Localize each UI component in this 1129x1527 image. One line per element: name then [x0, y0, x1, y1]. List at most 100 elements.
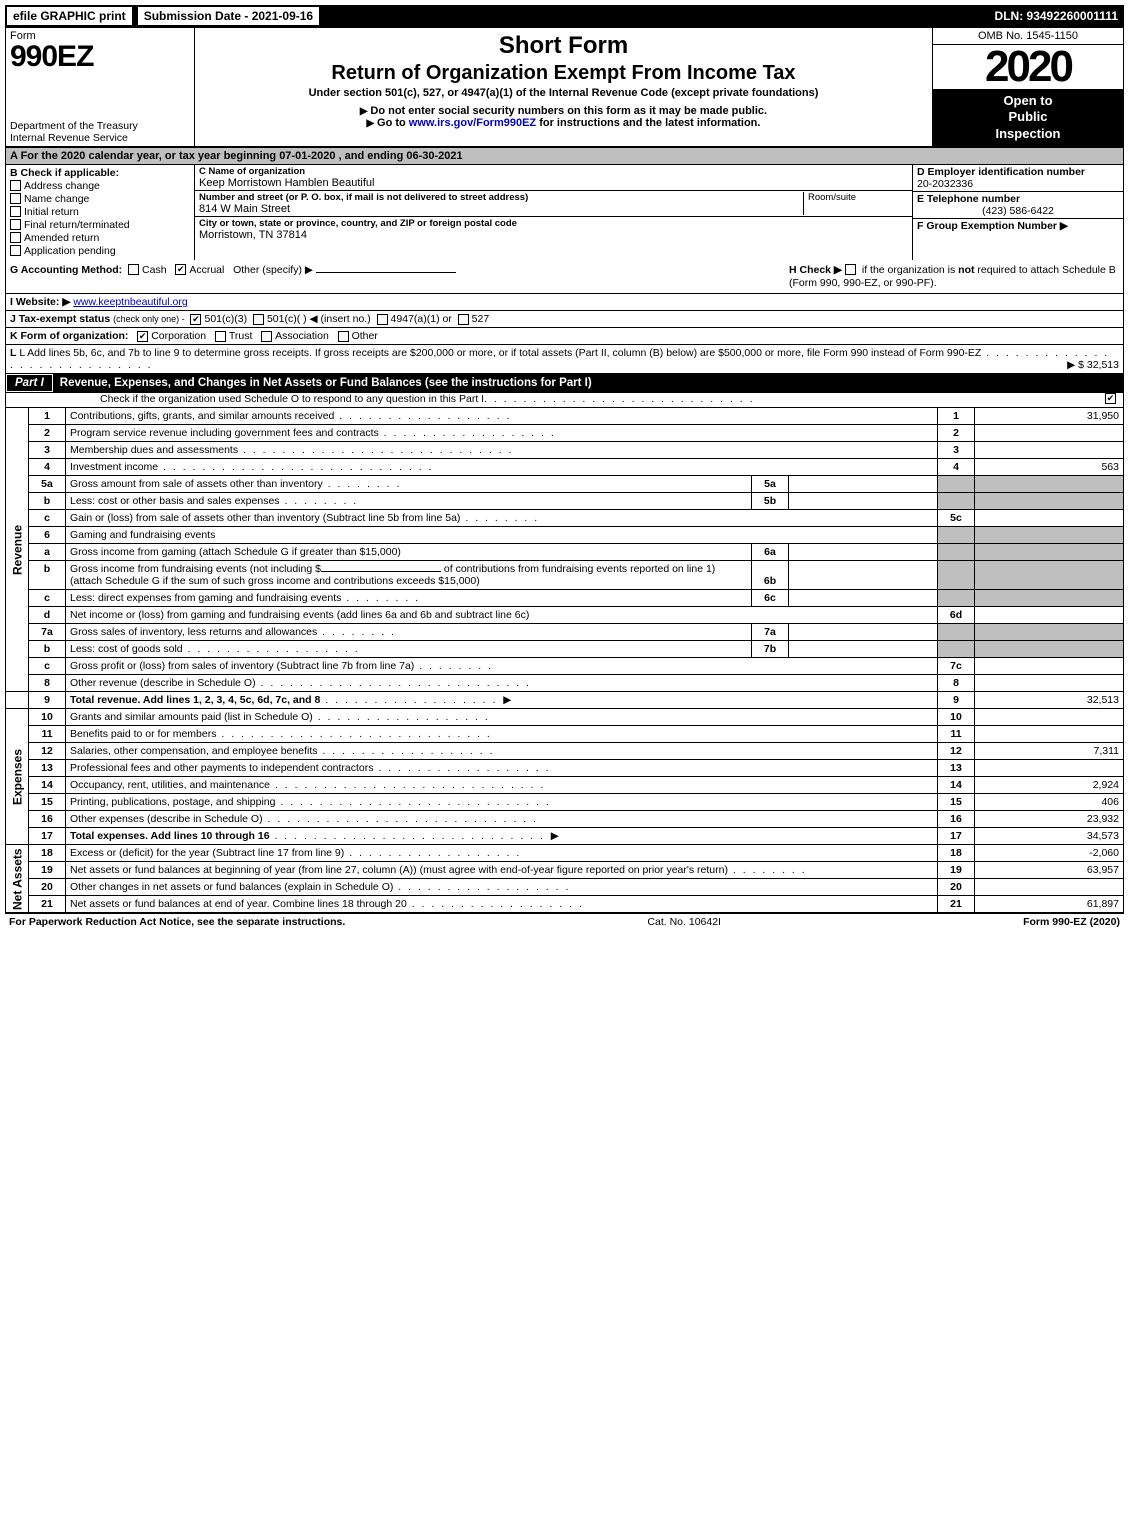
line-21-value: 61,897 — [975, 896, 1124, 913]
line-18-value: -2,060 — [975, 845, 1124, 862]
cat-no: Cat. No. 10642I — [647, 916, 721, 928]
line-6c-value — [789, 590, 938, 607]
line-13-value — [975, 760, 1124, 777]
form-year: 2020 — [933, 45, 1123, 89]
column-b-checkboxes: B Check if applicable: Address change Na… — [6, 165, 195, 260]
form-number: 990EZ — [10, 42, 190, 72]
line-9-value: 32,513 — [975, 692, 1124, 709]
check-schedule-o: Check if the organization used Schedule … — [5, 393, 1124, 407]
do-not-enter: Do not enter social security numbers on … — [201, 105, 926, 117]
cb-accrual[interactable] — [175, 264, 186, 275]
cb-527[interactable] — [458, 314, 469, 325]
header-left: Form 990EZ Department of the Treasury In… — [6, 28, 195, 146]
row-form-org: K Form of organization: Corporation Trus… — [5, 328, 1124, 345]
line-10-value — [975, 709, 1124, 726]
irs-link[interactable]: www.irs.gov/Form990EZ — [409, 117, 536, 129]
cb-trust[interactable] — [215, 331, 226, 342]
line-20-value — [975, 879, 1124, 896]
return-title: Return of Organization Exempt From Incom… — [201, 62, 926, 85]
line-14-value: 2,924 — [975, 777, 1124, 794]
cb-schedule-o[interactable] — [1105, 393, 1116, 404]
revenue-side-label: Revenue — [6, 408, 29, 692]
cb-h[interactable] — [845, 264, 856, 275]
org-name-label: C Name of organization — [199, 166, 908, 177]
under-section: Under section 501(c), 527, or 4947(a)(1)… — [201, 87, 926, 99]
column-d-identifiers: D Employer identification number 20-2032… — [912, 165, 1123, 260]
street-label: Number and street (or P. O. box, if mail… — [199, 192, 803, 203]
group-exemption-row: F Group Exemption Number ▶ — [913, 219, 1123, 260]
cb-4947[interactable] — [377, 314, 388, 325]
department-label: Department of the Treasury Internal Reve… — [10, 120, 190, 144]
goto-line: Go to www.irs.gov/Form990EZ for instruct… — [201, 117, 926, 129]
cb-cash[interactable] — [128, 264, 139, 275]
line-2-value — [975, 425, 1124, 442]
cb-501c[interactable] — [253, 314, 264, 325]
paperwork-notice: For Paperwork Reduction Act Notice, see … — [9, 916, 345, 928]
line-6b-value — [789, 561, 938, 590]
line-5b-value — [789, 493, 938, 510]
form-header: Form 990EZ Department of the Treasury In… — [5, 27, 1124, 148]
info-grid: B Check if applicable: Address change Na… — [5, 165, 1124, 260]
cb-final-return[interactable]: Final return/terminated — [10, 219, 190, 231]
line-8-value — [975, 675, 1124, 692]
line-7c-value — [975, 658, 1124, 675]
submission-date-label: Submission Date - 2021-09-16 — [136, 5, 321, 27]
form-ref: Form 990-EZ (2020) — [1023, 916, 1120, 928]
telephone-value: (423) 586-6422 — [917, 205, 1119, 217]
efile-print-label[interactable]: efile GRAPHIC print — [7, 7, 132, 25]
part-1-title: Revenue, Expenses, and Changes in Net As… — [54, 375, 1124, 391]
section-a-tax-year: A For the 2020 calendar year, or tax yea… — [5, 148, 1124, 165]
header-right: OMB No. 1545-1150 2020 Open to Public In… — [932, 28, 1123, 146]
row-l-gross-receipts: L L Add lines 5b, 6c, and 7b to line 9 t… — [5, 345, 1124, 373]
website-link[interactable]: www.keeptnbeautiful.org — [73, 296, 187, 308]
part-1-label: Part I — [6, 374, 53, 392]
city-label: City or town, state or province, country… — [199, 218, 517, 229]
cb-amended-return[interactable]: Amended return — [10, 232, 190, 244]
cb-address-change[interactable]: Address change — [10, 180, 190, 192]
cb-initial-return[interactable]: Initial return — [10, 206, 190, 218]
group-label: F Group Exemption Number ▶ — [917, 220, 1068, 232]
line-1-value: 31,950 — [975, 408, 1124, 425]
telephone-row: E Telephone number (423) 586-6422 — [913, 192, 1123, 219]
line-19-value: 63,957 — [975, 862, 1124, 879]
line-1-desc: Contributions, gifts, grants, and simila… — [66, 408, 938, 425]
ein-row: D Employer identification number 20-2032… — [913, 165, 1123, 192]
cb-corporation[interactable] — [137, 331, 148, 342]
gross-receipts-amount: ▶ $ 32,513 — [1067, 359, 1119, 371]
line-1-no: 1 — [29, 408, 66, 425]
expenses-side-label: Expenses — [6, 709, 29, 845]
line-15-value: 406 — [975, 794, 1124, 811]
line-1-ref: 1 — [938, 408, 975, 425]
row-tax-exempt: J Tax-exempt status (check only one) - 5… — [5, 311, 1124, 328]
cb-association[interactable] — [261, 331, 272, 342]
row-website: I Website: ▶ www.keeptnbeautiful.org — [5, 294, 1124, 311]
line-7b-value — [789, 641, 938, 658]
page-footer: For Paperwork Reduction Act Notice, see … — [5, 913, 1124, 930]
cb-application-pending[interactable]: Application pending — [10, 245, 190, 257]
line-7a-value — [789, 624, 938, 641]
part-1-header: Part I Revenue, Expenses, and Changes in… — [5, 373, 1124, 393]
street-value: 814 W Main Street — [199, 203, 803, 215]
accounting-method: G Accounting Method: Cash Accrual Other … — [10, 264, 456, 276]
top-bar: efile GRAPHIC print Submission Date - 20… — [5, 5, 1124, 27]
line-17-value: 34,573 — [975, 828, 1124, 845]
ein-label: D Employer identification number — [917, 166, 1119, 178]
cb-other-org[interactable] — [338, 331, 349, 342]
b-header: B Check if applicable: — [10, 167, 190, 179]
header-center: Short Form Return of Organization Exempt… — [195, 28, 932, 146]
room-suite-label: Room/suite — [803, 192, 908, 215]
line-4-value: 563 — [975, 459, 1124, 476]
line-5a-value — [789, 476, 938, 493]
cb-name-change[interactable]: Name change — [10, 193, 190, 205]
ein-value: 20-2032336 — [917, 178, 1119, 190]
telephone-label: E Telephone number — [917, 193, 1119, 205]
h-check: H Check ▶ if the organization is not req… — [789, 264, 1119, 291]
line-12-value: 7,311 — [975, 743, 1124, 760]
cb-501c3[interactable] — [190, 314, 201, 325]
column-c-org-info: C Name of organization Keep Morristown H… — [195, 165, 912, 260]
street-row: Number and street (or P. O. box, if mail… — [195, 191, 912, 217]
org-name-row: C Name of organization Keep Morristown H… — [195, 165, 912, 191]
short-form-title: Short Form — [201, 32, 926, 60]
dln-label: DLN: 93492260001111 — [995, 9, 1124, 23]
open-to-public: Open to Public Inspection — [933, 89, 1123, 146]
